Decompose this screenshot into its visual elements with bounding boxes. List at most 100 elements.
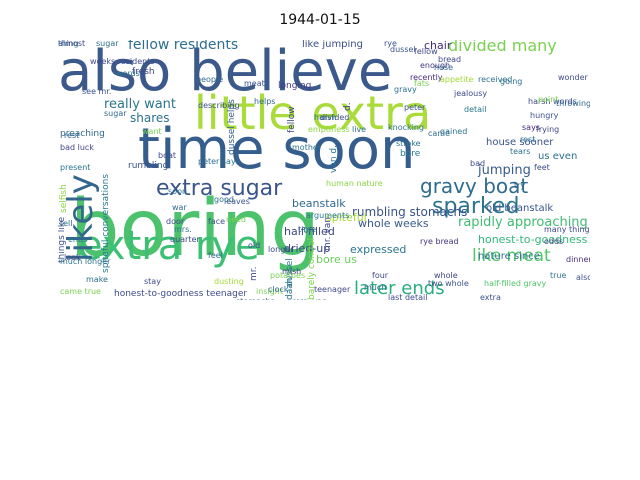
cloud-word: ends	[68, 235, 88, 244]
cloud-word: rapidly approaching	[458, 215, 588, 230]
cloud-word: dusting	[214, 277, 244, 286]
cloud-word: extra sugar	[156, 176, 283, 201]
cloud-word: jealousy	[454, 89, 488, 98]
cloud-word: try	[514, 181, 526, 190]
cloud-word: longer	[268, 245, 294, 254]
cloud-word: feel	[208, 251, 223, 260]
cloud-word: d.	[343, 102, 353, 112]
cloud-word: bad	[470, 159, 486, 168]
cloud-word: expressed	[350, 243, 407, 256]
cloud-word: recently	[410, 73, 443, 82]
cloud-word: quarter	[170, 235, 200, 244]
cloud-word: point	[538, 95, 559, 104]
cloud-word: nose	[434, 63, 454, 72]
cloud-word: live	[352, 125, 367, 134]
cloud-word: rest	[520, 135, 536, 144]
cloud-word: boat	[158, 151, 177, 160]
cloud-word: divided many	[448, 40, 557, 55]
cloud-word: mr. van	[323, 217, 333, 252]
cloud-word: soon	[168, 187, 188, 196]
cloud-word: gained	[440, 127, 468, 136]
cloud-word: two whole	[428, 279, 469, 288]
cloud-word: divided	[320, 113, 350, 122]
cloud-word: later ends	[354, 278, 445, 299]
cloud-word: enough	[420, 61, 451, 70]
cloud-word: wonder	[558, 73, 588, 82]
cloud-word: beanstalk	[292, 197, 346, 210]
cloud-word: peter says	[198, 157, 240, 166]
cloud-word: people	[196, 75, 224, 84]
cloud-word: rest	[64, 131, 80, 140]
cloud-word: stay	[144, 277, 161, 286]
cloud-word: almost	[58, 40, 86, 48]
cloud-word: bore us	[316, 253, 357, 266]
cloud-word: need	[226, 215, 246, 224]
cloud-word: jumping	[478, 163, 531, 178]
cloud-word: half-filled gravy	[484, 279, 547, 288]
cloud-word: words	[116, 69, 140, 78]
cloud-word: emptiness	[308, 125, 350, 134]
cloud-word: door	[166, 217, 185, 226]
cloud-word: mother	[292, 143, 322, 152]
cloud-word: also	[576, 273, 590, 282]
cloud-word: peter	[404, 103, 426, 112]
cloud-word: sugar	[104, 109, 127, 118]
cloud-word: leaves	[224, 197, 250, 206]
cloud-word: whole	[434, 271, 458, 280]
cloud-word: many things	[544, 225, 590, 234]
cloud-word: detail	[464, 105, 487, 114]
cloud-word: appetite	[440, 75, 474, 84]
cloud-word: mrs.	[174, 225, 192, 234]
cloud-word: dinner	[566, 255, 590, 264]
cloud-word: frying	[536, 125, 560, 134]
cloud-word: received	[478, 75, 513, 84]
cloud-word: gravy boat	[420, 174, 529, 198]
cloud-word: bad luck	[60, 143, 94, 152]
cloud-word: going	[500, 77, 523, 86]
cloud-word: describing	[198, 101, 240, 110]
cloud-word: honest-to-goodness	[478, 233, 588, 246]
cloud-word: spiteful	[326, 211, 367, 224]
cloud-word: see mr.	[82, 87, 112, 96]
cloud-word: van d.	[329, 145, 339, 174]
cloud-word: bread	[438, 55, 462, 64]
cloud-word: boring	[70, 184, 320, 274]
cloud-word: helps	[254, 97, 276, 106]
cloud-word: sugar	[96, 40, 119, 48]
cloud-word: extra	[480, 293, 501, 301]
cloud-word: potatoes	[270, 271, 306, 280]
cloud-word: shares	[130, 111, 170, 125]
cloud-word: rye	[384, 40, 397, 48]
cloud-word: much longer	[60, 257, 111, 266]
cloud-word: harsh	[314, 113, 337, 122]
cloud-word: like meat	[472, 246, 551, 266]
cloud-word: chair	[424, 40, 452, 52]
cloud-word: human nature	[326, 179, 383, 188]
cloud-word: half-filled	[284, 225, 335, 238]
cloud-word: throwing	[556, 99, 590, 108]
cloud-word: old beanstalk	[486, 203, 554, 214]
cloud-word: old	[248, 241, 261, 250]
cloud-word: insight	[256, 287, 283, 296]
cloud-word: longing	[278, 81, 312, 91]
cloud-word: fellow	[414, 47, 438, 56]
cloud-word: came true	[60, 287, 101, 296]
cloud-word: arguments	[306, 211, 350, 220]
cloud-word: weeks residents	[90, 57, 155, 66]
cloud-word: fellow	[287, 106, 297, 134]
cloud-word: selfish	[59, 184, 69, 214]
cloud-word: clock	[268, 285, 289, 294]
cloud-word: bore	[400, 149, 421, 159]
cloud-word: tell	[60, 219, 73, 228]
cloud-word: rumbling stomachs	[352, 205, 468, 219]
cloud-word: whole weeks	[358, 217, 429, 230]
cloud-word: stomachs	[236, 298, 275, 301]
cloud-word: sparked	[432, 194, 520, 219]
cloud-word: four	[372, 271, 389, 280]
cloud-word: war	[172, 203, 187, 212]
cloud-word: make	[86, 275, 108, 284]
cloud-word: little extra	[194, 86, 432, 140]
cloud-word: rye bread	[420, 237, 459, 246]
cloud-word: odds	[544, 237, 564, 246]
cloud-word: us even	[538, 151, 578, 162]
